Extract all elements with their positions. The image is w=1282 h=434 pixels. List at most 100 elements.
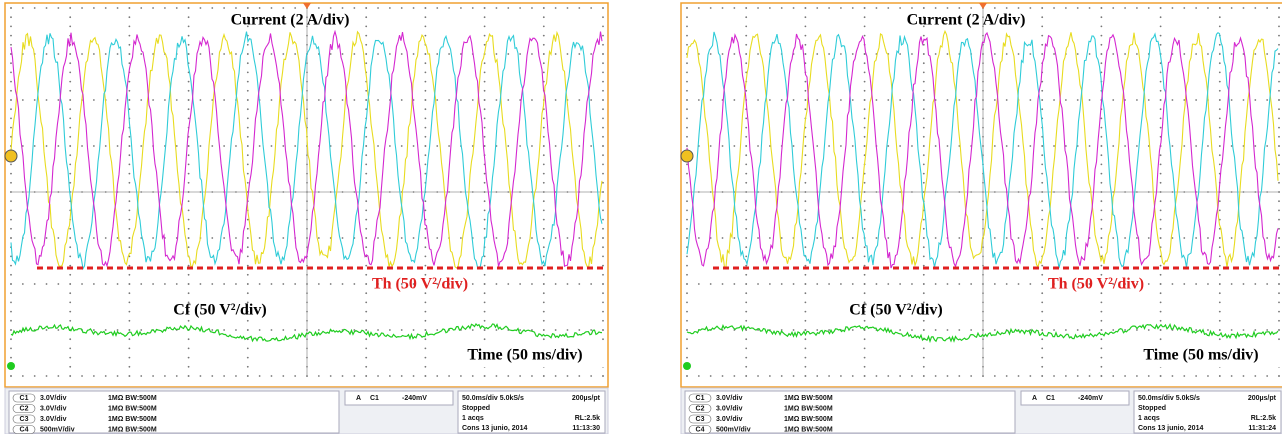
grid-dot bbox=[1041, 35, 1043, 37]
grid-dot bbox=[10, 72, 12, 74]
grid-dot bbox=[235, 283, 237, 285]
grid-dot bbox=[852, 145, 854, 147]
grid-dot bbox=[69, 237, 71, 239]
channel-input: 1MΩ BW:500M bbox=[108, 405, 157, 412]
grid-dot bbox=[923, 375, 925, 377]
grid-dot bbox=[864, 292, 866, 294]
channel-scale: 3.0V/div bbox=[716, 416, 743, 423]
grid-dot bbox=[840, 375, 842, 377]
grid-dot bbox=[602, 44, 604, 46]
grid-dot bbox=[188, 173, 190, 175]
grid-dot bbox=[602, 173, 604, 175]
grid-dot bbox=[1266, 329, 1268, 331]
grid-dot bbox=[57, 329, 59, 331]
grid-dot bbox=[852, 329, 854, 331]
grid-dot bbox=[555, 7, 557, 9]
grid-dot bbox=[484, 265, 486, 267]
grid-dot bbox=[1243, 7, 1245, 9]
grid-dot bbox=[34, 283, 36, 285]
grid-dot bbox=[686, 182, 688, 184]
grid-dot bbox=[1160, 274, 1162, 276]
grid-dot bbox=[188, 44, 190, 46]
grid-dot bbox=[176, 7, 178, 9]
grid-dot bbox=[389, 329, 391, 331]
grid-dot bbox=[935, 283, 937, 285]
grid-dot bbox=[188, 265, 190, 267]
grid-dot bbox=[864, 145, 866, 147]
grid-dot bbox=[117, 329, 119, 331]
grid-dot bbox=[745, 311, 747, 313]
grid-dot bbox=[947, 329, 949, 331]
grid-dot bbox=[1101, 228, 1103, 230]
grid-dot bbox=[994, 375, 996, 377]
grid-dot bbox=[342, 283, 344, 285]
grid-dot bbox=[129, 182, 131, 184]
grid-dot bbox=[745, 53, 747, 55]
grid-dot bbox=[805, 53, 807, 55]
grid-dot bbox=[259, 145, 261, 147]
grid-dot bbox=[1160, 311, 1162, 313]
grid-dot bbox=[484, 210, 486, 212]
grid-dot bbox=[567, 145, 569, 147]
grid-dot bbox=[425, 338, 427, 340]
channel-marker bbox=[681, 150, 693, 162]
grid-dot bbox=[1207, 7, 1209, 9]
grid-dot bbox=[1041, 302, 1043, 304]
grid-dot bbox=[602, 338, 604, 340]
grid-dot bbox=[164, 283, 166, 285]
grid-dot bbox=[602, 246, 604, 248]
channel-input: 1MΩ BW:500M bbox=[784, 395, 833, 402]
grid-dot bbox=[745, 44, 747, 46]
grid-dot bbox=[129, 99, 131, 101]
grid-dot bbox=[602, 219, 604, 221]
grid-dot bbox=[211, 7, 213, 9]
grid-dot bbox=[436, 329, 438, 331]
grid-dot bbox=[935, 53, 937, 55]
grid-dot bbox=[1278, 246, 1280, 248]
grid-dot bbox=[602, 164, 604, 166]
grid-dot bbox=[1101, 311, 1103, 313]
grid-dot bbox=[282, 145, 284, 147]
channel-id: C2 bbox=[696, 405, 705, 412]
grid-dot bbox=[1219, 265, 1221, 267]
grid-dot bbox=[1065, 99, 1067, 101]
grid-dot bbox=[555, 99, 557, 101]
grid-dot bbox=[365, 62, 367, 64]
grid-dot bbox=[1077, 53, 1079, 55]
grid-dot bbox=[1089, 53, 1091, 55]
grid-dot bbox=[188, 320, 190, 322]
grid-dot bbox=[353, 145, 355, 147]
grid-dot bbox=[129, 246, 131, 248]
grid-dot bbox=[745, 35, 747, 37]
grid-dot bbox=[282, 237, 284, 239]
grid-dot bbox=[1195, 53, 1197, 55]
grid-dot bbox=[484, 127, 486, 129]
grid-dot bbox=[1101, 44, 1103, 46]
grid-dot bbox=[1160, 108, 1162, 110]
grid-dot bbox=[413, 237, 415, 239]
grid-dot bbox=[247, 357, 249, 359]
grid-dot bbox=[805, 154, 807, 156]
grid-dot bbox=[1219, 53, 1221, 55]
grid-dot bbox=[1278, 329, 1280, 331]
grid-dot bbox=[247, 329, 249, 331]
grid-dot bbox=[129, 329, 131, 331]
grid-dot bbox=[602, 265, 604, 267]
grid-dot bbox=[1112, 7, 1114, 9]
grid-dot bbox=[413, 329, 415, 331]
grid-dot bbox=[745, 7, 747, 9]
grid-dot bbox=[93, 7, 95, 9]
grid-dot bbox=[805, 26, 807, 28]
grid-dot bbox=[1148, 375, 1150, 377]
grid-dot bbox=[34, 375, 36, 377]
grid-dot bbox=[1101, 320, 1103, 322]
grid-dot bbox=[318, 283, 320, 285]
grid-dot bbox=[10, 292, 12, 294]
grid-dot bbox=[1041, 329, 1043, 331]
grid-dot bbox=[923, 219, 925, 221]
grid-dot bbox=[686, 90, 688, 92]
grid-dot bbox=[81, 7, 83, 9]
grid-dot bbox=[188, 26, 190, 28]
grid-dot bbox=[425, 200, 427, 202]
grid-dot bbox=[543, 62, 545, 64]
